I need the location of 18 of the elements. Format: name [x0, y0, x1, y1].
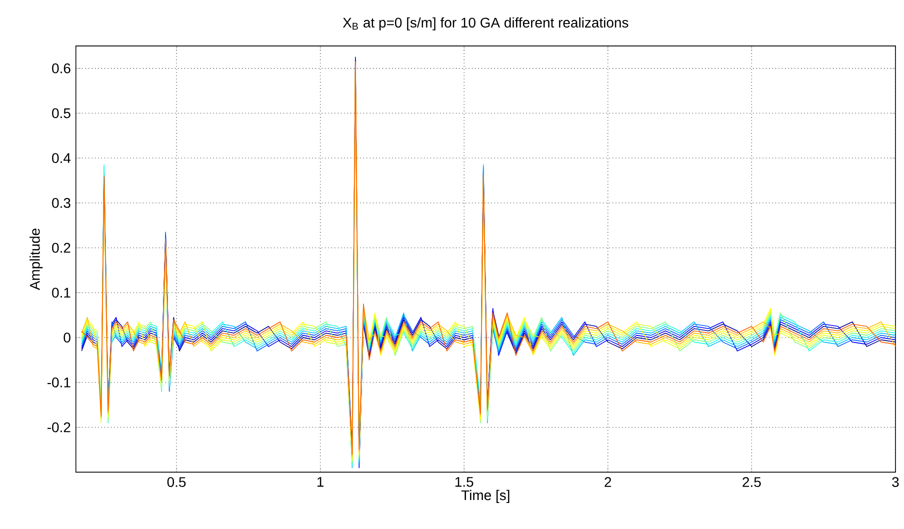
y-tick-label: 0.2	[52, 242, 70, 253]
y-axis-title: Amplitude	[30, 228, 43, 290]
y-tick-label: 0.4	[52, 153, 71, 164]
x-tick-label: 0.5	[167, 477, 186, 487]
y-tick-label: -0.1	[47, 377, 70, 388]
x-tick-label: 2	[604, 477, 612, 487]
x-tick-label: 1	[317, 477, 324, 487]
y-tick-label: 0.3	[52, 198, 70, 208]
y-tick-label: 0.6	[52, 63, 70, 74]
x-tick-label: 1.5	[455, 477, 474, 487]
x-tick-label: 3	[892, 477, 899, 487]
x-axis-title: Time [s]	[461, 490, 510, 503]
y-tick-label: 0	[64, 332, 70, 342]
y-tick-label: 0.1	[52, 288, 70, 298]
y-tick-label: -0.2	[47, 422, 70, 432]
chart-title: X$_{B}$ at p=0 [s/m] for 10 GA different realizations	[342, 17, 628, 30]
x-tick-label: 2.5	[742, 477, 761, 487]
y-tick-label: 0.5	[52, 108, 70, 118]
